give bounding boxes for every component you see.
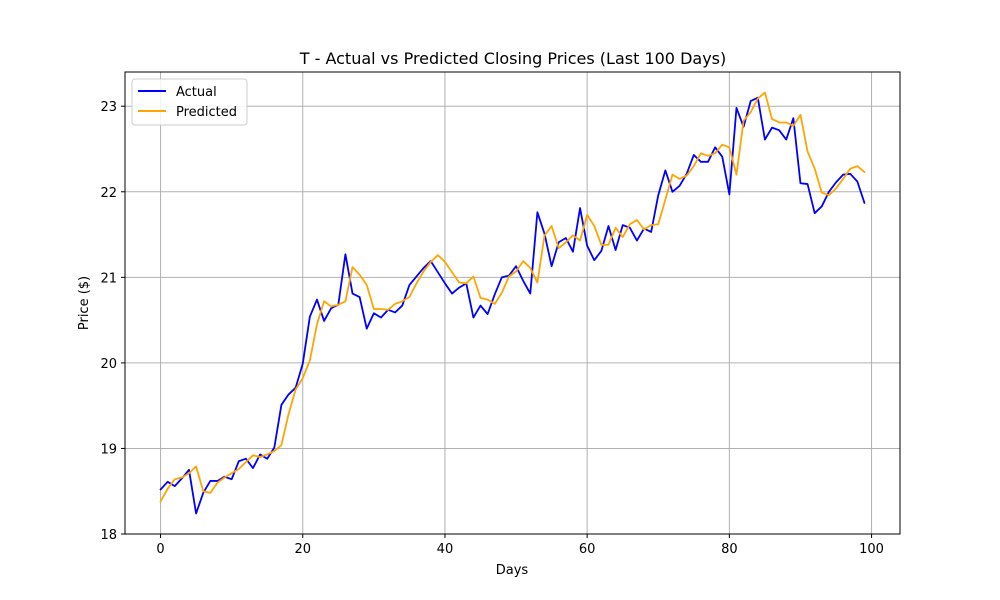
y-tick-label: 20 — [100, 357, 117, 372]
x-tick-label: 40 — [437, 542, 454, 557]
x-tick-label: 20 — [294, 542, 311, 557]
x-axis-label: Days — [496, 563, 529, 578]
x-tick-label: 0 — [156, 542, 164, 557]
legend: Actual Predicted — [131, 78, 248, 126]
x-tick-label: 100 — [859, 542, 884, 557]
y-tick-label: 22 — [100, 186, 117, 201]
x-axis-ticks: 0 20 40 60 80 100 — [156, 534, 884, 557]
x-tick-label: 80 — [721, 542, 738, 557]
y-axis-ticks: 18 19 20 21 22 23 — [100, 100, 125, 543]
y-tick-label: 19 — [100, 442, 117, 457]
y-tick-label: 21 — [100, 271, 117, 286]
y-axis-label: Price ($) — [77, 276, 92, 330]
series-line-predicted — [159, 91, 866, 503]
y-tick-label: 23 — [100, 100, 117, 115]
y-tick-label: 18 — [100, 528, 117, 543]
plot-frame — [124, 71, 901, 535]
legend-label-predicted: Predicted — [176, 105, 237, 120]
chart-title: T - Actual vs Predicted Closing Prices (… — [299, 49, 727, 68]
series-lines — [159, 91, 866, 515]
series-line-actual — [159, 96, 866, 515]
x-tick-label: 60 — [579, 542, 596, 557]
legend-label-actual: Actual — [176, 85, 217, 100]
